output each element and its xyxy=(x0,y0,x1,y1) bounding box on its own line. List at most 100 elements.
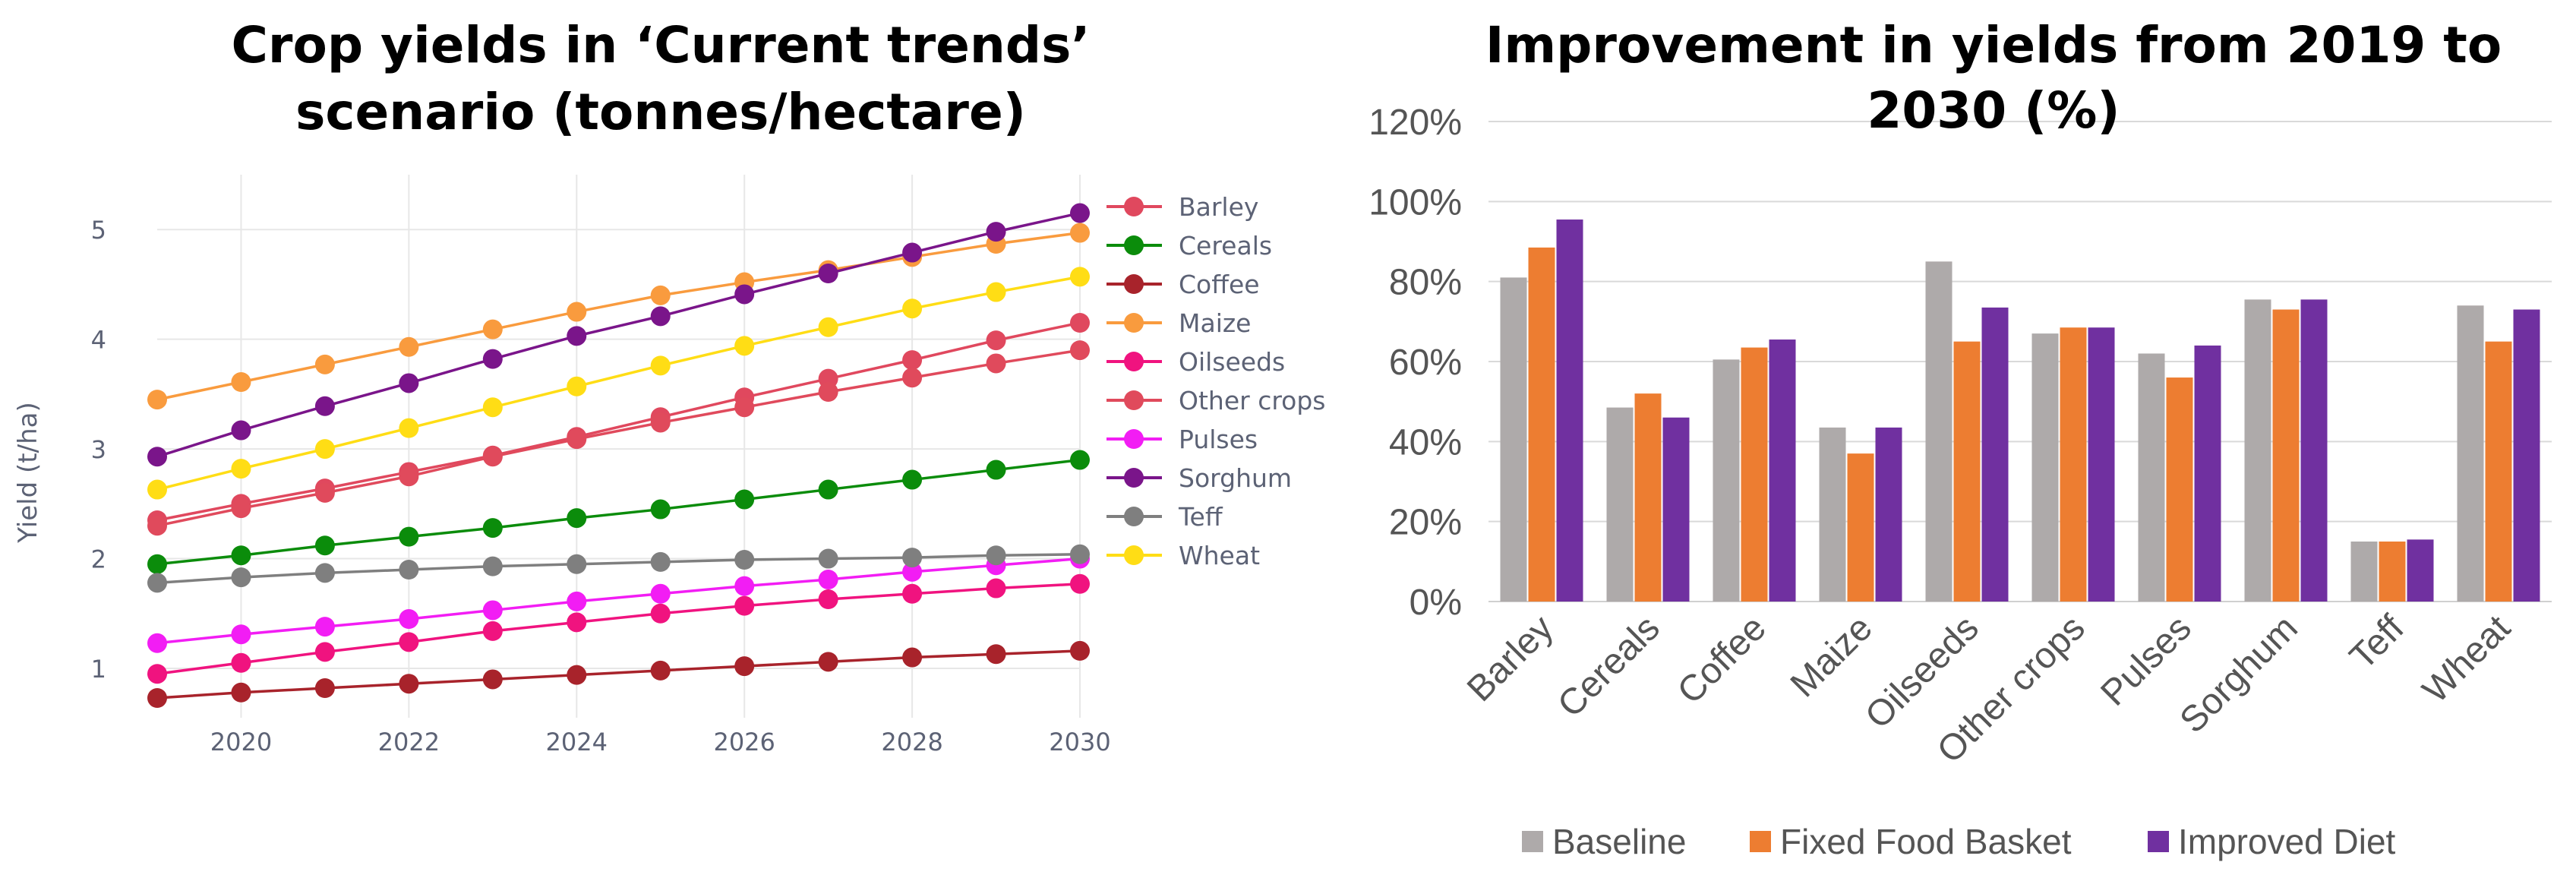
bar-baseline xyxy=(2244,299,2271,602)
bar-fixed-food-basket xyxy=(1953,341,1981,602)
data-point xyxy=(147,516,167,536)
line-chart-x-ticks: 2020 2022 2024 2026 2028 2030 xyxy=(210,728,1111,756)
bar-group-teff xyxy=(2350,539,2434,602)
data-point xyxy=(399,418,419,438)
data-point xyxy=(986,330,1006,351)
legend-label: Baseline xyxy=(1552,822,1686,861)
data-point xyxy=(902,298,923,319)
bar-baseline xyxy=(2457,305,2484,602)
line-chart-y-tick-label: 2 xyxy=(91,545,106,574)
series-line xyxy=(156,583,1081,675)
legend-swatch-marker xyxy=(1124,545,1144,565)
legend-item-maize: Maize xyxy=(1106,308,1252,338)
data-point xyxy=(314,535,335,556)
line-series-sorghum xyxy=(147,203,1090,467)
line-chart-yields: Crop yields in ‘Current trends’ scenario… xyxy=(13,16,1326,756)
bar-baseline xyxy=(1713,359,1740,602)
legend-swatch-marker xyxy=(1124,274,1144,294)
legend-label: Wheat xyxy=(1179,541,1260,570)
bar-improved-diet xyxy=(2088,327,2115,602)
data-point xyxy=(734,336,755,356)
legend-label: Teff xyxy=(1178,502,1223,532)
series-line xyxy=(156,649,1081,700)
legend-swatch-marker xyxy=(1124,235,1144,255)
bar-baseline xyxy=(1606,407,1634,602)
data-point xyxy=(650,499,671,520)
bar-baseline xyxy=(1925,261,1953,602)
series-line xyxy=(156,211,1081,458)
bar-group-pulses xyxy=(2138,345,2221,602)
legend-swatch-marker xyxy=(1124,429,1144,449)
data-point xyxy=(482,556,503,576)
data-point xyxy=(567,429,587,450)
bar-improved-diet xyxy=(2194,345,2221,602)
bar-fixed-food-basket xyxy=(1741,347,1768,602)
bar-group-cereals xyxy=(1606,393,1690,602)
data-point xyxy=(567,302,587,322)
data-point xyxy=(986,222,1006,242)
data-point xyxy=(231,420,251,441)
data-point xyxy=(231,498,251,519)
legend-item-cereals: Cereals xyxy=(1106,231,1272,261)
line-chart-grid xyxy=(157,175,1081,718)
data-point xyxy=(818,652,838,672)
line-series-wheat xyxy=(147,267,1090,500)
data-point xyxy=(314,354,335,374)
series-line xyxy=(156,231,1081,401)
data-point xyxy=(314,563,335,583)
data-point xyxy=(482,319,503,340)
data-point xyxy=(650,306,671,327)
data-point xyxy=(818,589,838,609)
bar-chart-y-tick-label: 120% xyxy=(1368,103,1462,143)
data-point xyxy=(231,652,251,673)
legend-swatch xyxy=(1750,831,1771,852)
bar-group-sorghum xyxy=(2244,299,2328,602)
legend-swatch-marker xyxy=(1124,352,1144,371)
data-point xyxy=(734,576,755,596)
bar-baseline xyxy=(1500,277,1527,602)
bar-chart-y-tick-label: 80% xyxy=(1389,263,1462,303)
data-point xyxy=(567,508,587,529)
line-chart-x-tick-label: 2028 xyxy=(881,728,942,756)
data-point xyxy=(1070,573,1090,594)
data-point xyxy=(147,447,167,467)
legend-item-baseline: Baseline xyxy=(1522,822,1686,861)
data-point xyxy=(399,336,419,357)
legend-item-fixed-food-basket: Fixed Food Basket xyxy=(1750,822,2072,861)
data-point xyxy=(902,368,923,388)
bar-fixed-food-basket xyxy=(2272,309,2300,602)
data-point xyxy=(231,545,251,566)
bar-group-oilseeds xyxy=(1925,261,2009,602)
data-point xyxy=(1070,267,1090,287)
data-point xyxy=(567,376,587,396)
data-point xyxy=(1070,640,1090,661)
data-point xyxy=(986,578,1006,598)
legend-label: Coffee xyxy=(1179,270,1260,299)
line-chart-y-tick-label: 5 xyxy=(91,216,106,245)
line-chart-y-tick-label: 1 xyxy=(91,655,106,684)
bar-chart-y-tick-label: 20% xyxy=(1389,503,1462,543)
legend-item-barley: Barley xyxy=(1106,192,1258,222)
data-point xyxy=(147,573,167,593)
data-point xyxy=(734,550,755,570)
line-chart-y-tick-label: 4 xyxy=(91,326,106,355)
line-series-teff xyxy=(147,544,1090,593)
data-point xyxy=(734,595,755,616)
data-point xyxy=(147,688,167,708)
bar-improved-diet xyxy=(2407,539,2434,602)
data-point xyxy=(818,264,838,283)
bar-group-other-crops xyxy=(2031,327,2115,602)
data-point xyxy=(231,372,251,392)
data-point xyxy=(314,642,335,662)
data-point xyxy=(650,355,671,376)
data-point xyxy=(567,554,587,574)
legend-swatch-marker xyxy=(1124,507,1144,526)
data-point xyxy=(650,660,671,681)
line-series-coffee xyxy=(147,640,1090,708)
data-point xyxy=(986,353,1006,374)
legend-item-sorghum: Sorghum xyxy=(1106,463,1292,493)
legend-label: Other crops xyxy=(1179,386,1326,415)
data-point xyxy=(734,397,755,418)
bar-fixed-food-basket xyxy=(1847,453,1874,602)
